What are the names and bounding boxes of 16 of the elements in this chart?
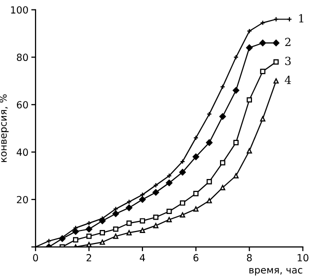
series-label: 2: [285, 38, 290, 46]
x-axis-title: время, час: [249, 268, 302, 276]
x-tick-label: 10: [298, 254, 308, 262]
y-tick-label: 20: [16, 196, 28, 204]
series-label: 3: [285, 56, 291, 66]
y-tick-label: 80: [16, 54, 28, 62]
series-label: 4: [284, 76, 291, 84]
y-tick-label: 100: [11, 6, 28, 14]
x-tick-label: 8: [246, 254, 252, 262]
x-tick-label: 6: [193, 254, 198, 262]
y-tick-label: 60: [16, 101, 28, 108]
y-tick-label: 40: [16, 148, 28, 156]
x-tick-label: 2: [86, 254, 92, 262]
x-tick-label: 4: [140, 254, 145, 262]
x-tick-label: 0: [33, 254, 38, 262]
series-label: 1: [299, 14, 304, 22]
